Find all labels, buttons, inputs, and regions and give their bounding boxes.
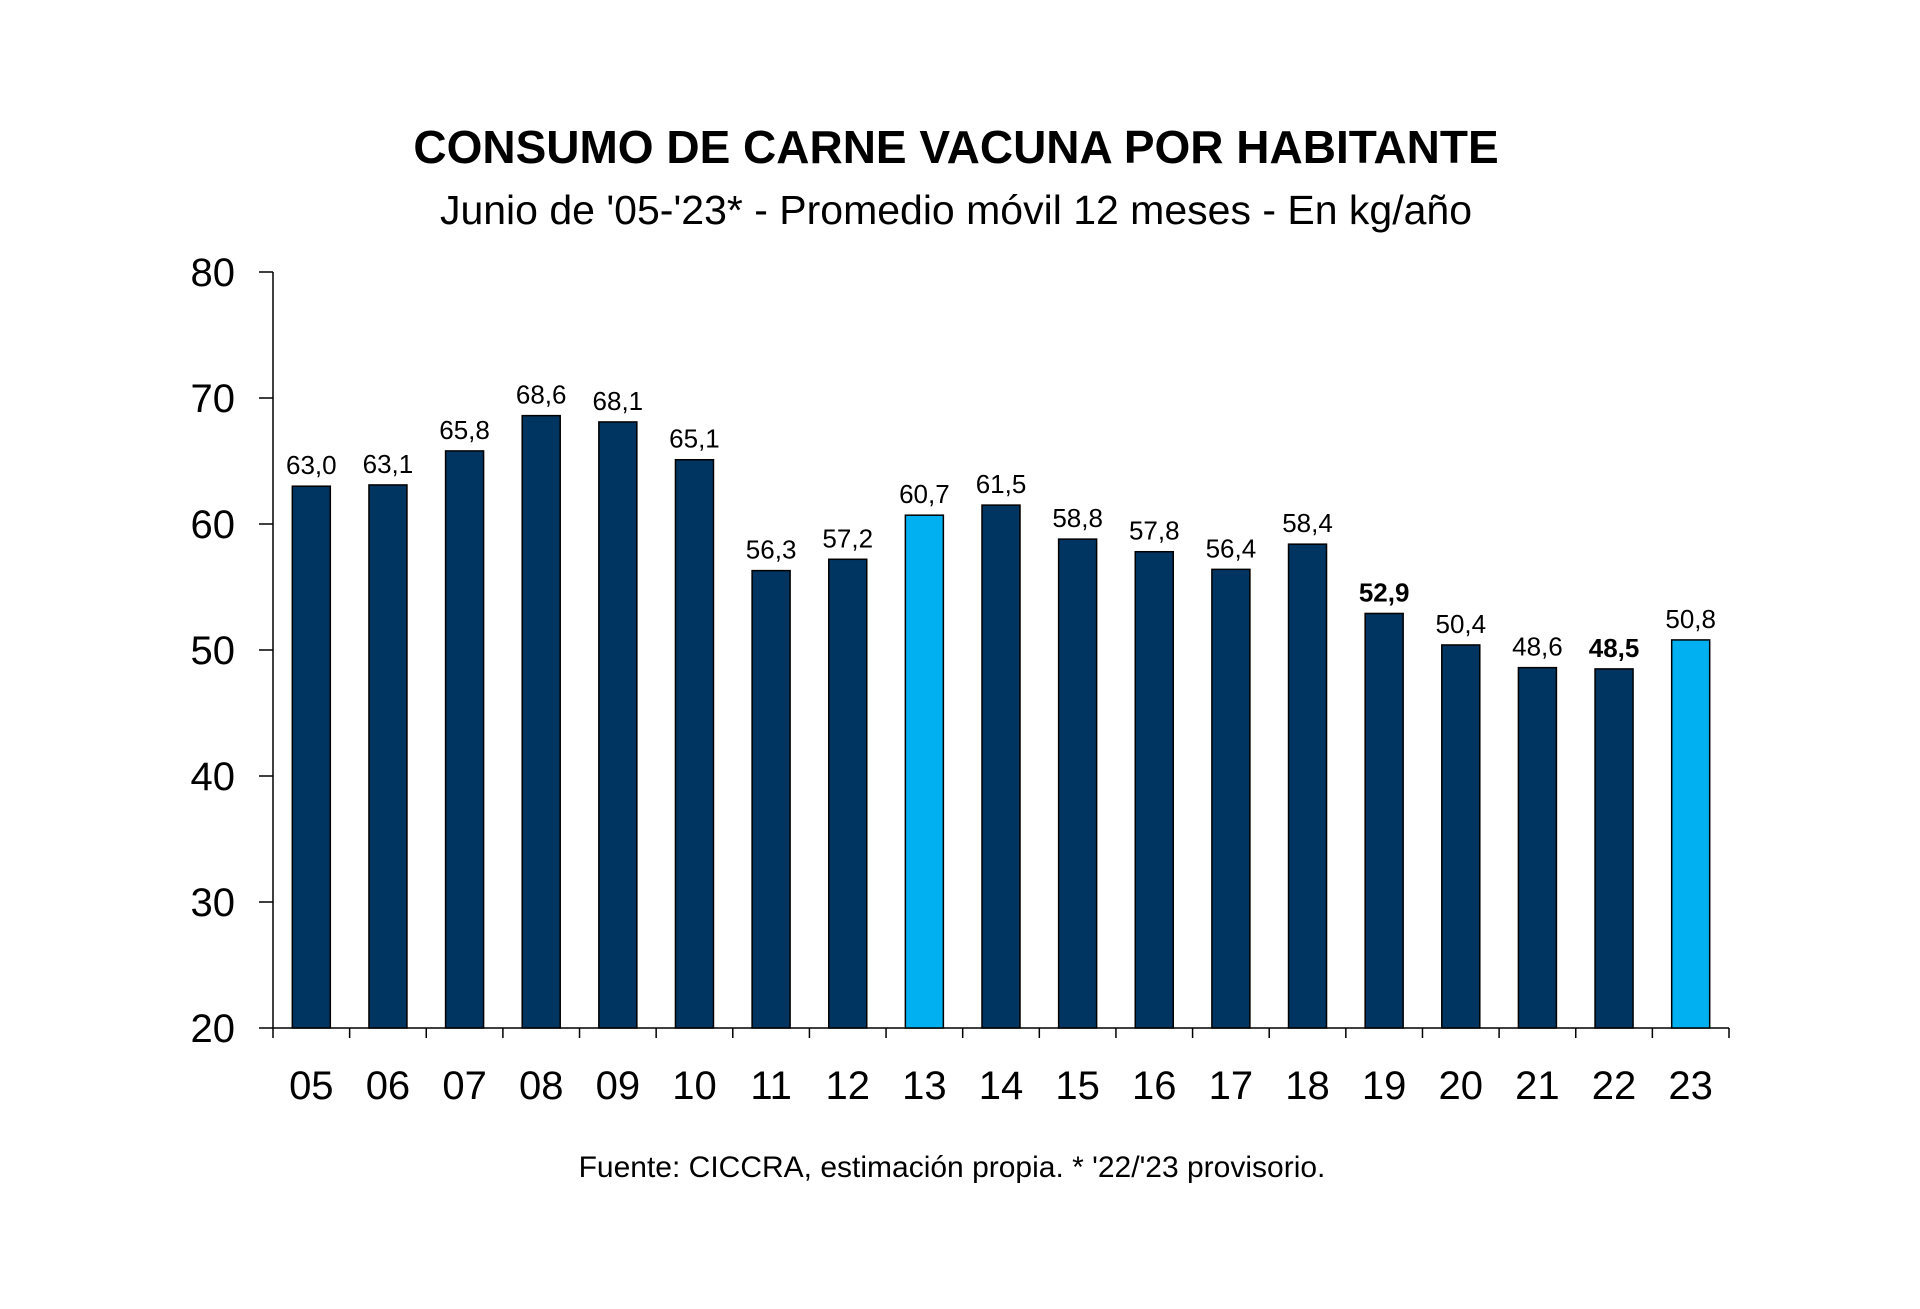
data-label-23: 50,8 <box>1665 604 1716 634</box>
data-label-07: 65,8 <box>439 415 490 445</box>
x-tick-label-17: 17 <box>1209 1064 1254 1108</box>
x-tick-label-13: 13 <box>902 1064 947 1108</box>
bar-08 <box>521 414 561 1029</box>
x-tick-label-07: 07 <box>442 1064 487 1108</box>
bar-11 <box>751 569 791 1029</box>
data-label-11: 56,3 <box>746 535 797 565</box>
bar-10 <box>674 458 715 1029</box>
bar-09 <box>598 421 638 1029</box>
bar-13 <box>904 514 945 1029</box>
bars: 63,0 63,1 65,8 68,6 68,1 65,1 56,3 57,2 60,7 61,5… <box>286 380 1716 1029</box>
x-tick-label-09: 09 <box>596 1064 641 1108</box>
data-label-13: 60,7 <box>899 479 950 509</box>
y-tick-label: 40 <box>191 755 236 799</box>
x-tick-label-11: 11 <box>750 1064 792 1108</box>
x-tick-label-20: 20 <box>1439 1064 1484 1108</box>
y-tick-label: 80 <box>191 251 236 295</box>
bar-19 <box>1364 612 1404 1029</box>
x-tick-label-19: 19 <box>1362 1064 1407 1108</box>
x-tick-label-16: 16 <box>1132 1064 1177 1108</box>
bar-12 <box>827 558 868 1029</box>
data-label-22: 48,5 <box>1589 633 1640 663</box>
source-note: Fuente: CICCRA, estimación propia. * '22… <box>579 1151 1326 1184</box>
bar-23 <box>1670 639 1711 1029</box>
data-label-20: 50,4 <box>1435 609 1486 639</box>
y-tick-label: 60 <box>191 503 236 547</box>
x-tick-label-05: 05 <box>289 1064 334 1108</box>
data-label-15: 58,8 <box>1052 503 1103 533</box>
y-tick-label: 30 <box>191 881 236 925</box>
data-label-09: 68,1 <box>593 386 644 416</box>
data-label-17: 56,4 <box>1206 533 1257 563</box>
data-label-06: 63,1 <box>363 449 414 479</box>
x-tick-label-14: 14 <box>979 1064 1024 1108</box>
bar-15 <box>1057 538 1098 1029</box>
data-label-05: 63,0 <box>286 450 337 480</box>
x-tick-label-18: 18 <box>1285 1064 1330 1108</box>
data-label-14: 61,5 <box>976 469 1027 499</box>
bar-18 <box>1287 543 1328 1029</box>
x-tick-label-21: 21 <box>1515 1064 1560 1108</box>
data-label-21: 48,6 <box>1512 632 1563 662</box>
data-label-19: 52,9 <box>1359 577 1410 607</box>
chart-title: CONSUMO DE CARNE VACUNA POR HABITANTE <box>413 121 1498 173</box>
x-tick-label-06: 06 <box>366 1064 411 1108</box>
bar-22 <box>1594 668 1634 1029</box>
y-tick-label: 50 <box>191 629 236 673</box>
x-tick-label-22: 22 <box>1592 1064 1637 1108</box>
bar-07 <box>444 450 485 1029</box>
data-label-10: 65,1 <box>669 424 720 454</box>
y-tick-label: 20 <box>191 1007 236 1051</box>
bar-06 <box>368 484 408 1029</box>
data-label-16: 57,8 <box>1129 516 1180 546</box>
bar-16 <box>1134 550 1175 1029</box>
bar-21 <box>1517 666 1558 1029</box>
x-tick-label-15: 15 <box>1055 1064 1100 1108</box>
x-tick-label-23: 23 <box>1668 1064 1713 1108</box>
chart-subtitle: Junio de '05-'23* - Promedio móvil 12 me… <box>440 187 1472 233</box>
axes: 20 30 40 50 60 70 80 05 06 07 08 09 10 11 12 13 14 15 16 17… <box>191 251 1730 1108</box>
data-label-12: 57,2 <box>822 523 873 553</box>
y-tick-label: 70 <box>191 377 236 421</box>
x-tick-label-08: 08 <box>519 1064 564 1108</box>
data-label-18: 58,4 <box>1282 508 1333 538</box>
bar-17 <box>1211 568 1251 1029</box>
x-tick-label-12: 12 <box>825 1064 870 1108</box>
bar-05 <box>291 485 332 1029</box>
bar-14 <box>981 504 1021 1029</box>
data-label-08: 68,6 <box>516 380 567 410</box>
x-tick-label-10: 10 <box>672 1064 717 1108</box>
bar-20 <box>1441 644 1481 1029</box>
